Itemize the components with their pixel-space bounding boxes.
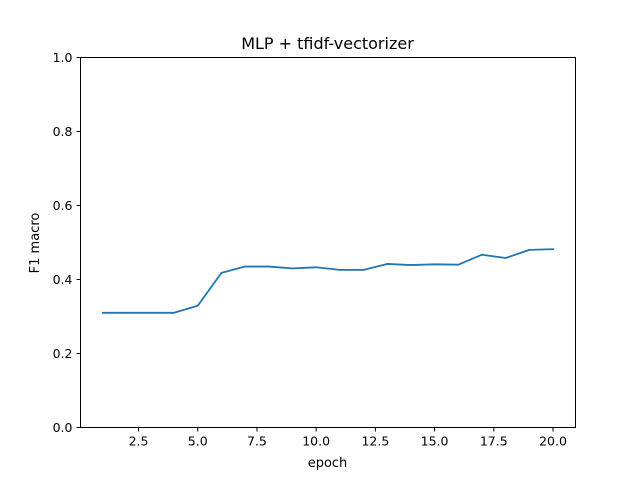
data-point (481, 253, 483, 256)
x-tick-label: 7.5 (247, 434, 267, 449)
x-tick-label: 10.0 (302, 434, 330, 449)
y-axis: 0.0 0.2 0.4 0.6 0.8 1.0 (53, 50, 81, 435)
data-point (386, 263, 389, 265)
data-point (220, 271, 223, 274)
data-point (362, 268, 365, 271)
y-tick-label: 0.6 (53, 198, 73, 213)
data-point (102, 311, 104, 314)
data-point (409, 264, 412, 266)
data-point (457, 263, 460, 266)
series-line (102, 248, 554, 314)
data-point (528, 249, 531, 251)
data-point (315, 266, 318, 269)
y-tick-label: 0.4 (53, 272, 73, 287)
plot-area (102, 248, 554, 314)
data-point (291, 267, 294, 270)
data-point (338, 268, 341, 271)
plot-frame (80, 57, 576, 428)
x-axis: 2.5 5.0 7.5 10.0 12.5 15.0 17.5 20.0 (129, 427, 567, 449)
data-point (244, 265, 247, 268)
x-tick-label: 2.5 (129, 434, 149, 449)
x-tick-label: 20.0 (539, 434, 567, 449)
x-tick-label: 5.0 (188, 434, 208, 449)
x-axis-label: epoch (308, 456, 348, 471)
x-tick-label: 17.5 (480, 434, 508, 449)
data-point (267, 265, 270, 268)
data-point (196, 304, 199, 307)
data-point (173, 311, 175, 314)
y-tick-label: 0.8 (53, 124, 73, 139)
data-point (125, 311, 128, 314)
y-tick-label: 0.2 (53, 346, 73, 361)
x-tick-label: 12.5 (361, 434, 389, 449)
data-point (433, 263, 436, 266)
data-point (149, 311, 152, 314)
chart-title: MLP + tfidf-vectorizer (241, 34, 414, 53)
y-tick-label: 0.0 (53, 420, 73, 435)
data-point (504, 257, 507, 259)
x-tick-label: 15.0 (421, 434, 449, 449)
y-axis-label: F1 macro (28, 213, 43, 274)
y-tick-label: 1.0 (53, 50, 73, 65)
data-point (552, 248, 554, 251)
